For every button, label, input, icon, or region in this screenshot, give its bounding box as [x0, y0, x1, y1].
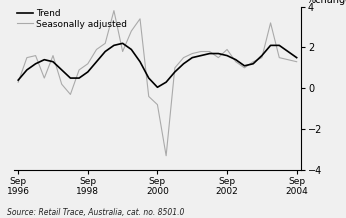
Text: Source: Retail Trace, Australia, cat. no. 8501.0: Source: Retail Trace, Australia, cat. no…: [7, 208, 184, 217]
Seasonally adjusted: [16, 81, 20, 83]
Trend: [234, 58, 238, 61]
Seasonally adjusted: [260, 56, 264, 59]
Trend: [120, 42, 125, 45]
Seasonally adjusted: [190, 52, 194, 55]
Seasonally adjusted: [112, 9, 116, 12]
Trend: [181, 62, 185, 65]
Trend: [77, 77, 81, 79]
Line: Trend: Trend: [18, 43, 297, 87]
Trend: [60, 69, 64, 71]
Trend: [260, 54, 264, 57]
Trend: [138, 60, 142, 63]
Trend: [225, 54, 229, 57]
Trend: [268, 44, 273, 47]
Seasonally adjusted: [68, 93, 72, 96]
Seasonally adjusted: [42, 77, 46, 79]
Seasonally adjusted: [164, 154, 168, 157]
Seasonally adjusted: [103, 42, 107, 45]
Seasonally adjusted: [86, 62, 90, 65]
Text: %change: %change: [307, 0, 346, 5]
Trend: [190, 56, 194, 59]
Seasonally adjusted: [199, 50, 203, 53]
Seasonally adjusted: [147, 95, 151, 98]
Trend: [112, 44, 116, 47]
Trend: [34, 62, 38, 65]
Seasonally adjusted: [120, 50, 125, 53]
Trend: [243, 65, 247, 67]
Trend: [208, 52, 212, 55]
Seasonally adjusted: [138, 17, 142, 20]
Trend: [216, 52, 220, 55]
Trend: [155, 86, 160, 89]
Trend: [103, 50, 107, 53]
Trend: [42, 58, 46, 61]
Trend: [94, 60, 99, 63]
Seasonally adjusted: [216, 56, 220, 59]
Seasonally adjusted: [294, 60, 299, 63]
Seasonally adjusted: [129, 30, 134, 32]
Seasonally adjusted: [208, 50, 212, 53]
Trend: [129, 48, 134, 51]
Trend: [277, 44, 281, 47]
Trend: [147, 77, 151, 79]
Seasonally adjusted: [286, 58, 290, 61]
Seasonally adjusted: [25, 56, 29, 59]
Seasonally adjusted: [51, 54, 55, 57]
Line: Seasonally adjusted: Seasonally adjusted: [18, 11, 297, 156]
Seasonally adjusted: [77, 69, 81, 71]
Trend: [286, 50, 290, 53]
Seasonally adjusted: [251, 60, 255, 63]
Seasonally adjusted: [34, 54, 38, 57]
Trend: [25, 69, 29, 71]
Trend: [294, 56, 299, 59]
Seasonally adjusted: [155, 103, 160, 106]
Trend: [199, 54, 203, 57]
Seasonally adjusted: [277, 56, 281, 59]
Trend: [86, 71, 90, 73]
Seasonally adjusted: [225, 48, 229, 51]
Legend: Trend, Seasonally adjusted: Trend, Seasonally adjusted: [16, 8, 128, 29]
Trend: [251, 62, 255, 65]
Seasonally adjusted: [243, 66, 247, 69]
Seasonally adjusted: [173, 66, 177, 69]
Seasonally adjusted: [94, 48, 99, 51]
Seasonally adjusted: [60, 83, 64, 85]
Seasonally adjusted: [268, 22, 273, 24]
Trend: [164, 81, 168, 83]
Trend: [51, 60, 55, 63]
Seasonally adjusted: [234, 60, 238, 63]
Seasonally adjusted: [181, 56, 185, 59]
Trend: [173, 71, 177, 73]
Trend: [68, 77, 72, 79]
Trend: [16, 79, 20, 82]
